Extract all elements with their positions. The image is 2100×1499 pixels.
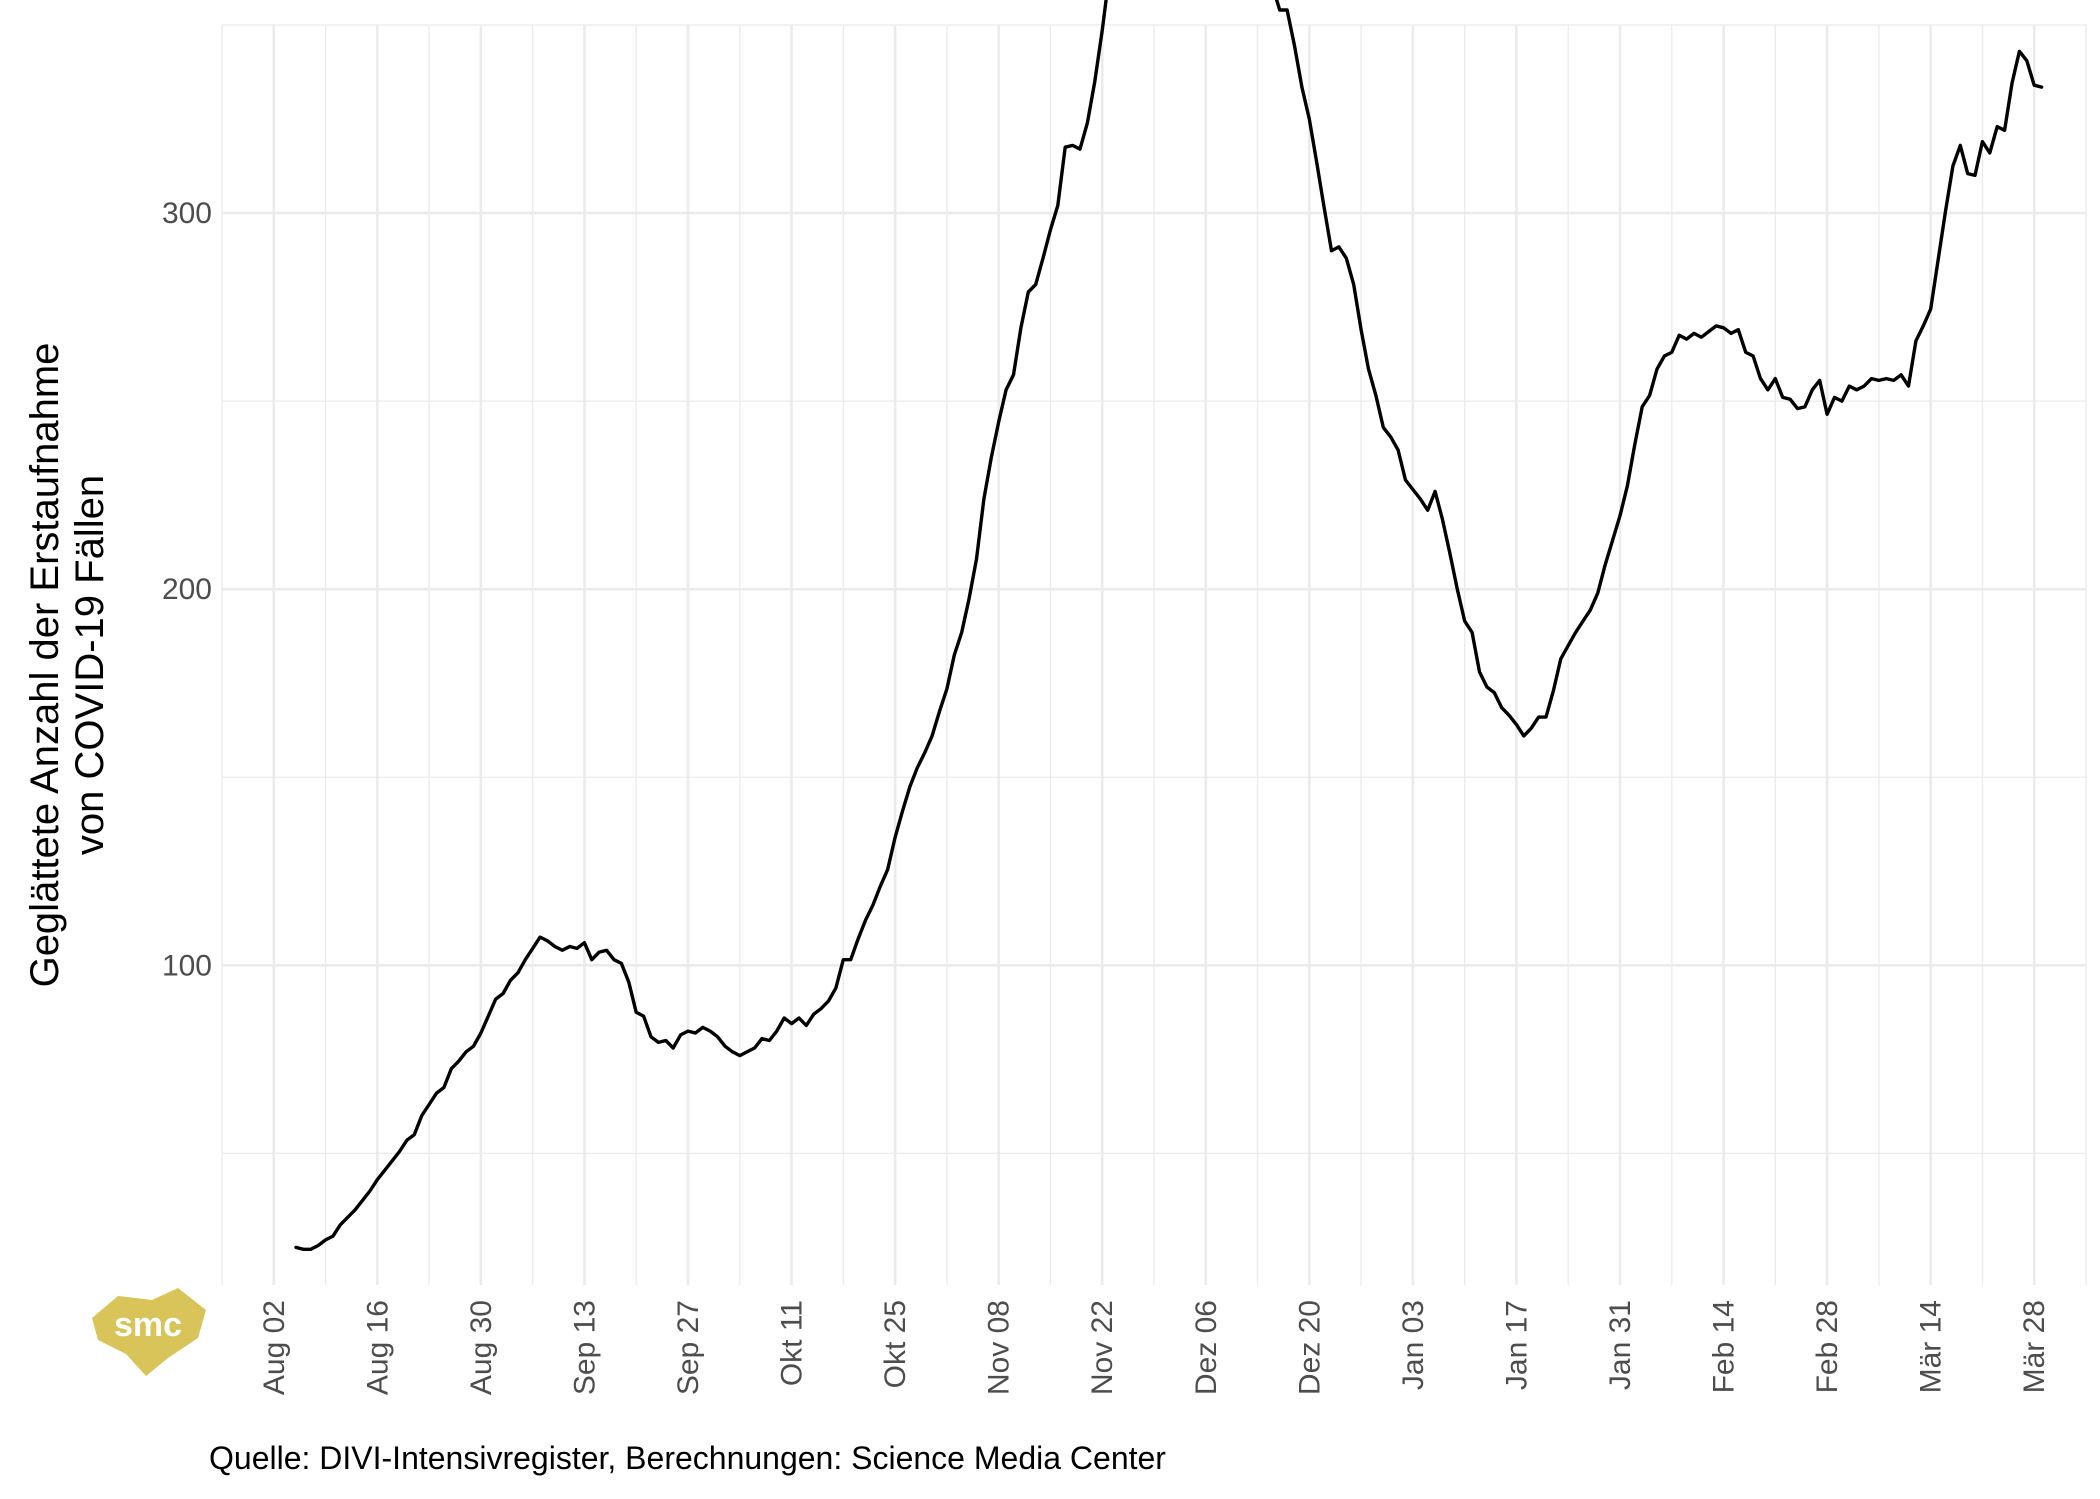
x-tick-label: Feb 28 xyxy=(1811,1300,1844,1393)
y-tick-label: 200 xyxy=(162,573,212,606)
y-axis-title-line1: Geglättete Anzahl der Erstaufnahme xyxy=(23,343,67,988)
y-axis-title-line2: von COVID-19 Fällen xyxy=(68,475,112,855)
grid-lines xyxy=(221,24,2087,1285)
x-tick-label: Dez 06 xyxy=(1190,1300,1223,1395)
x-tick-label: Nov 08 xyxy=(983,1300,1016,1395)
series-line xyxy=(294,0,2044,1251)
x-tick-label: Aug 16 xyxy=(361,1300,394,1395)
x-tick-label: Mär 28 xyxy=(2018,1300,2051,1393)
x-tick-label: Okt 11 xyxy=(776,1300,809,1386)
smc-logo-icon xyxy=(92,1288,206,1376)
x-tick-label: Okt 25 xyxy=(879,1300,912,1388)
y-tick-label: 100 xyxy=(162,949,212,982)
smc-logo: smc xyxy=(92,1288,206,1376)
chart-caption: Quelle: DIVI-Intensivregister, Berechnun… xyxy=(209,1440,1166,1476)
x-tick-labels: Aug 02 Aug 16 Aug 30 Sep 13 Sep 27 Okt 11 Okt … xyxy=(258,1300,2051,1395)
smc-logo-text: smc xyxy=(114,1306,182,1344)
x-tick-label: Mär 14 xyxy=(1915,1300,1948,1393)
y-tick-label: 300 xyxy=(162,197,212,230)
x-tick-label: Sep 13 xyxy=(568,1300,601,1395)
x-tick-label: Jan 31 xyxy=(1604,1300,1637,1390)
x-tick-label: Feb 14 xyxy=(1708,1300,1741,1393)
x-tick-label: Aug 02 xyxy=(258,1300,291,1395)
x-tick-label: Dez 20 xyxy=(1293,1300,1326,1395)
x-tick-label: Jan 17 xyxy=(1500,1300,1533,1390)
x-tick-label: Jan 03 xyxy=(1397,1300,1430,1390)
x-tick-label: Sep 27 xyxy=(672,1300,705,1395)
x-tick-label: Aug 30 xyxy=(465,1300,498,1395)
y-tick-labels: 100 200 300 xyxy=(162,197,212,982)
x-tick-label: Nov 22 xyxy=(1086,1300,1119,1395)
